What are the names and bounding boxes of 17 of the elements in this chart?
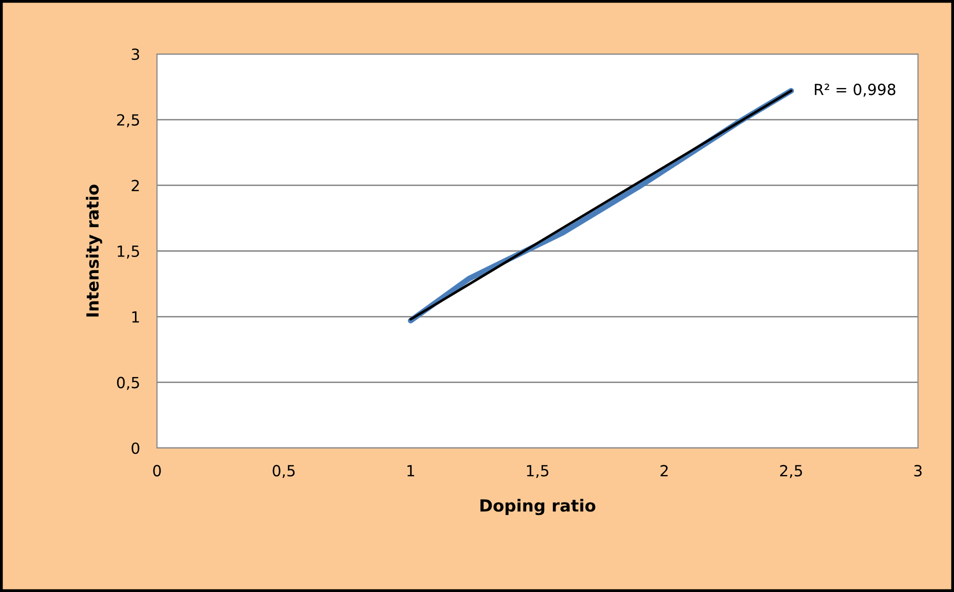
annotation: R² = 0,998 (814, 84, 896, 97)
x-tick-label: 1 (407, 465, 414, 476)
y-tick-label: 3 (132, 48, 140, 60)
y-tick-label: 1 (132, 311, 139, 322)
y-tick-label: 1,5 (118, 246, 139, 259)
y-tick-label: 2,5 (117, 114, 139, 128)
x-tick-label: 3 (914, 464, 922, 476)
y-axis-title: Intensity ratio (86, 184, 102, 316)
x-tick-label: 2 (660, 464, 668, 476)
x-tick-label: 0 (153, 464, 161, 476)
x-axis-title: Doping ratio (480, 498, 596, 516)
y-tick-label: 2 (132, 180, 139, 192)
y-tick-label: 0 (132, 442, 140, 454)
x-tick-label: 0,5 (272, 464, 295, 478)
y-tick-label: 0,5 (117, 376, 139, 390)
x-tick-label: 2,5 (780, 464, 802, 478)
x-tick-label: 1,5 (527, 465, 548, 478)
